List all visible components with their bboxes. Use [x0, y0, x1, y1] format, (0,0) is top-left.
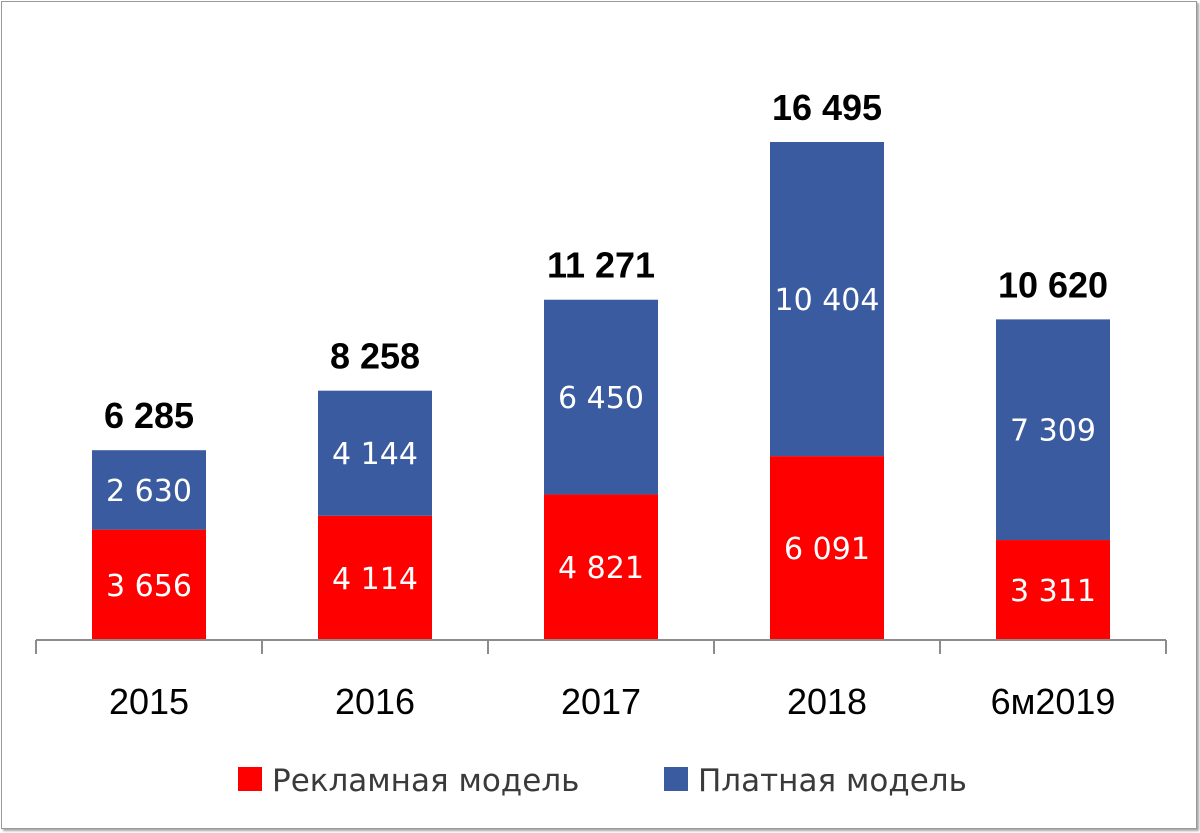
data-label-advertising-2015: 3 656 [106, 569, 192, 604]
legend-swatch-advertising [238, 767, 262, 791]
x-tick-label-6м2019: 6м2019 [991, 681, 1116, 722]
data-label-advertising-2016: 4 114 [332, 562, 418, 597]
bar-advertising-2016 [318, 515, 432, 640]
x-tick-label-2017: 2017 [561, 681, 641, 722]
data-label-paid-2018: 10 404 [775, 283, 880, 318]
data-label-paid-2017: 6 450 [558, 381, 644, 416]
legend-swatch-paid [664, 767, 688, 791]
data-label-advertising-2017: 4 821 [558, 551, 644, 586]
total-label-2017: 11 271 [547, 245, 655, 286]
bars-group [92, 142, 1110, 640]
bar-advertising-2017 [544, 494, 658, 640]
bar-paid-2018 [770, 142, 884, 457]
data-label-advertising-6м2019: 3 311 [1010, 574, 1096, 609]
bar-advertising-6м2019 [996, 540, 1110, 640]
x-tick-label-2018: 2018 [787, 681, 867, 722]
legend-label-advertising: Рекламная модель [272, 763, 579, 799]
x-axis [35, 639, 1167, 654]
x-tick-label-2015: 2015 [109, 681, 189, 722]
total-label-6м2019: 10 620 [998, 264, 1108, 305]
bar-paid-2015 [92, 450, 206, 530]
legend-label-paid: Платная модель [698, 763, 967, 799]
total-label-2016: 8 258 [330, 336, 420, 377]
data-label-paid-2016: 4 144 [332, 437, 418, 472]
labels-group: 3 656 2 630 6 285 2015 4 114 4 144 8 258 2016 4 … [104, 87, 1115, 722]
data-label-paid-6м2019: 7 309 [1010, 414, 1096, 449]
data-label-paid-2015: 2 630 [106, 474, 192, 509]
bar-paid-2017 [544, 299, 658, 495]
data-label-advertising-2018: 6 091 [784, 532, 870, 567]
bar-paid-6м2019 [996, 319, 1110, 541]
x-tick-label-2016: 2016 [335, 681, 415, 722]
total-label-2015: 6 285 [104, 395, 194, 436]
bar-paid-2016 [318, 390, 432, 516]
bar-advertising-2015 [92, 529, 206, 640]
bar-advertising-2018 [770, 456, 884, 640]
legend: Рекламная модель Платная модель [238, 763, 967, 799]
total-label-2018: 16 495 [772, 87, 882, 128]
